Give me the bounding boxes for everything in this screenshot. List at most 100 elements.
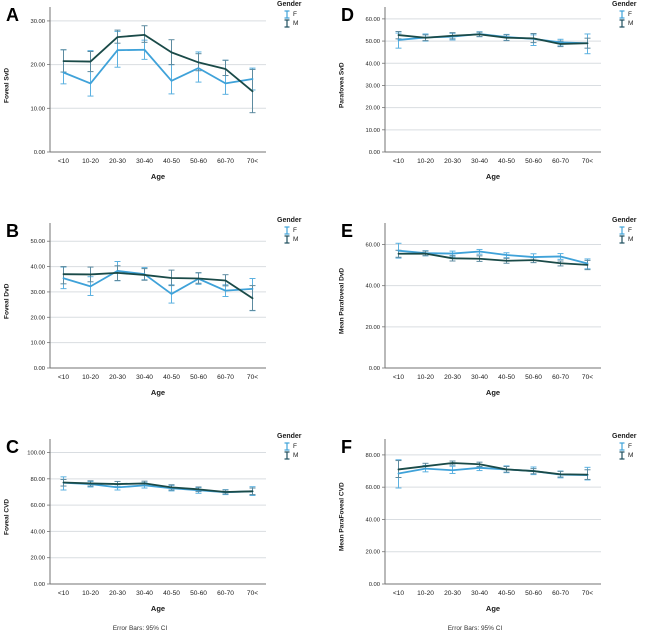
svg-text:20.00: 20.00: [30, 556, 45, 562]
legend: Gender F M: [612, 433, 668, 460]
svg-text:<10: <10: [393, 374, 405, 381]
legend-title: Gender: [277, 217, 302, 224]
axes: [382, 7, 601, 153]
legend-item-label: F: [293, 11, 297, 18]
legend: Gender F M: [277, 217, 333, 244]
legend-item-label: F: [293, 227, 297, 234]
svg-text:50-60: 50-60: [190, 590, 207, 597]
legend-title: Gender: [277, 433, 302, 440]
svg-text:0.00: 0.00: [369, 366, 380, 372]
chart-svg: 0.00 20.00 40.00 60.00 80.00 <10 10-20 20-30 30-…: [365, 439, 601, 613]
error-bars-footnote: Error Bars: 95% CI: [112, 625, 168, 632]
x-axis-title: Age: [486, 388, 500, 397]
axes: [382, 223, 601, 369]
chart-svg: 0.00 10.00 20.00 30.00 40.00 50.00 <10 10-20 20-…: [30, 223, 266, 397]
svg-text:70<: 70<: [247, 158, 258, 165]
panel-letter: E: [341, 221, 354, 241]
svg-text:60.00: 60.00: [365, 485, 380, 491]
svg-text:40.00: 40.00: [30, 265, 45, 271]
legend-item-m: M: [612, 451, 668, 460]
error-bars-m: [395, 460, 591, 480]
y-axis-label: Mean Parafoveal DvD: [338, 267, 346, 335]
gridlines: [385, 18, 601, 131]
svg-text:20.00: 20.00: [30, 63, 45, 69]
svg-text:10-20: 10-20: [417, 590, 434, 597]
legend-item-label: M: [293, 20, 299, 27]
svg-text:60-70: 60-70: [217, 374, 234, 381]
svg-text:70<: 70<: [247, 374, 258, 381]
svg-text:<10: <10: [58, 590, 70, 597]
series-line-m: [62, 272, 254, 300]
series-line-m: [397, 33, 589, 45]
svg-text:60-70: 60-70: [552, 158, 569, 165]
svg-text:40-50: 40-50: [163, 158, 180, 165]
svg-text:30-40: 30-40: [136, 374, 153, 381]
panel-f: F Mean ParaFoveal CVD 0.00 20.00 40.00 60.00 8…: [335, 421, 669, 638]
y-tick-labels: 0.00 20.00 40.00 60.00 80.00: [365, 453, 380, 588]
gridlines: [385, 454, 601, 553]
legend-item-label: F: [628, 227, 632, 234]
svg-text:60-70: 60-70: [217, 590, 234, 597]
svg-text:20-30: 20-30: [444, 374, 461, 381]
svg-text:80.00: 80.00: [30, 477, 45, 483]
legend-title: Gender: [612, 1, 637, 8]
gridlines: [50, 452, 266, 559]
y-tick-labels: 0.00 10.00 20.00 30.00 40.00 50.00 60.00: [365, 17, 380, 156]
svg-text:30-40: 30-40: [471, 374, 488, 381]
error-bars-m: [60, 265, 256, 311]
x-axis-title: Age: [151, 388, 165, 397]
legend-item-label: F: [628, 11, 632, 18]
legend-item-f: F: [277, 442, 333, 451]
svg-text:70<: 70<: [247, 590, 258, 597]
series-line-m: [397, 462, 589, 476]
svg-text:10-20: 10-20: [82, 158, 99, 165]
svg-text:<10: <10: [393, 590, 405, 597]
legend-item-label: F: [628, 443, 632, 450]
svg-text:0.00: 0.00: [34, 150, 45, 156]
legend: Gender F M: [277, 433, 333, 460]
svg-text:10.00: 10.00: [30, 106, 45, 112]
panel-c: C Foveal CVD 0.00 20.00 40.00 60.00 80.00 100.0…: [0, 421, 335, 638]
legend-item-m: M: [612, 19, 668, 28]
svg-text:40.00: 40.00: [30, 529, 45, 535]
chart-svg: 0.00 10.00 20.00 30.00 40.00 50.00 60.00 <10 10-…: [365, 7, 601, 181]
x-axis-title: Age: [151, 604, 165, 613]
x-tick-labels: <10 10-20 20-30 30-40 40-50 50-60 60-70 70<: [58, 158, 258, 165]
legend-item-label: M: [293, 236, 299, 243]
svg-text:40-50: 40-50: [163, 590, 180, 597]
svg-text:50-60: 50-60: [525, 158, 542, 165]
svg-text:60-70: 60-70: [552, 590, 569, 597]
y-axis-label: Foveal SvD: [3, 67, 11, 103]
axes: [47, 7, 266, 153]
x-tick-labels: <10 10-20 20-30 30-40 40-50 50-60 60-70 70<: [393, 158, 593, 165]
svg-text:0.00: 0.00: [369, 582, 380, 588]
svg-text:80.00: 80.00: [365, 453, 380, 459]
svg-text:30.00: 30.00: [30, 290, 45, 296]
svg-text:10-20: 10-20: [417, 158, 434, 165]
svg-text:10.00: 10.00: [365, 128, 380, 134]
svg-text:20.00: 20.00: [30, 315, 45, 321]
svg-text:50-60: 50-60: [525, 590, 542, 597]
svg-text:0.00: 0.00: [369, 150, 380, 156]
x-axis-title: Age: [151, 172, 165, 181]
y-axis-label: Foveal DvD: [3, 283, 11, 319]
y-tick-labels: 0.00 10.00 20.00 30.00: [30, 19, 45, 156]
legend-title: Gender: [277, 1, 302, 8]
svg-text:30.00: 30.00: [365, 83, 380, 89]
svg-text:60-70: 60-70: [217, 158, 234, 165]
svg-text:40-50: 40-50: [163, 374, 180, 381]
axes: [47, 223, 266, 369]
series-line-f: [397, 249, 589, 265]
legend-item-label: M: [628, 452, 634, 459]
error-bar-glyph-icon: [284, 19, 290, 28]
legend-item-f: F: [277, 10, 333, 19]
y-axis-label: Mean ParaFoveal CVD: [338, 482, 346, 552]
svg-text:50-60: 50-60: [190, 374, 207, 381]
svg-text:10-20: 10-20: [82, 590, 99, 597]
legend-item-f: F: [612, 442, 668, 451]
svg-text:30.00: 30.00: [30, 19, 45, 25]
y-tick-labels: 0.00 20.00 40.00 60.00: [365, 243, 380, 372]
svg-text:40-50: 40-50: [498, 590, 515, 597]
chart-svg: 0.00 10.00 20.00 30.00 <10 10-20 20-30 30-40 40-…: [30, 7, 266, 181]
